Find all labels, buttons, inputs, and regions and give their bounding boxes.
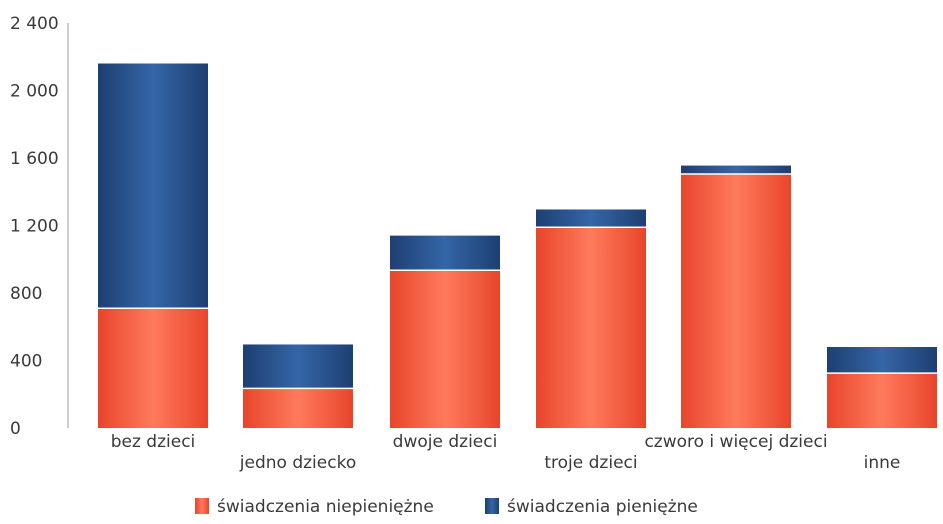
bar-segment-niepieniezne [243,388,353,428]
bar-segment-pieniezne [827,347,937,374]
x-category-label: czworo i więcej dzieci [644,432,827,452]
legend: świadczenia niepieniężne świadczenia pien… [195,497,698,517]
y-tick-label: 1 600 [10,149,59,169]
y-tick-label: 2 000 [10,82,59,102]
bar-segment-niepieniezne [827,373,937,428]
x-category-label: jedno dziecko [239,453,356,473]
legend-swatch [195,498,209,514]
legend-label: świadczenia pieniężne [507,497,698,517]
legend-label: świadczenia niepieniężne [217,497,434,517]
bar-segment-pieniezne [98,63,208,309]
bar-segment-pieniezne [243,344,353,389]
legend-swatch [485,498,499,514]
bar-segment-niepieniezne [536,227,646,428]
y-tick-label: 800 [10,284,42,304]
y-tick-label: 400 [10,352,42,372]
bars [98,63,937,428]
x-category-label: troje dzieci [544,453,637,473]
bar-segment-pieniezne [536,209,646,228]
x-category-label: inne [864,453,901,473]
x-category-label: bez dzieci [111,432,196,452]
x-axis-labels: bez dzieci jedno dziecko dwoje dzieci troje… [111,432,901,473]
y-tick-label: 0 [10,419,21,439]
x-category-label: dwoje dzieci [393,432,498,452]
y-axis: 0 400 800 1 200 1 600 2 000 2 400 [10,14,69,439]
y-tick-label: 1 200 [10,217,59,237]
bar-segment-pieniezne [390,235,500,271]
bar-segment-niepieniezne [390,270,500,428]
bar-segment-niepieniezne [98,308,208,428]
bar-segment-pieniezne [681,165,791,175]
bar-segment-niepieniezne [681,174,791,428]
y-tick-label: 2 400 [10,14,59,34]
